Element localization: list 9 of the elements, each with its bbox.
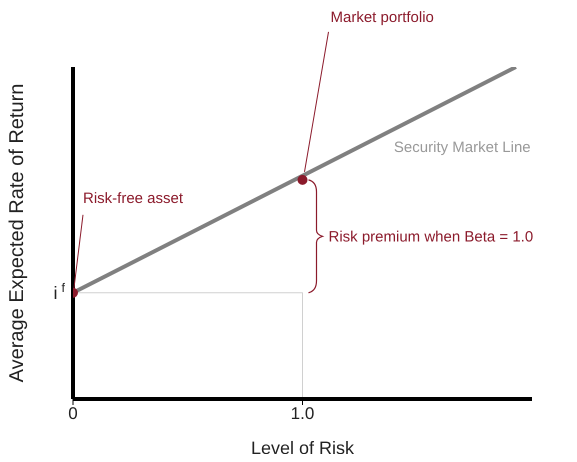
series-label: Security Market Line — [394, 139, 531, 156]
annotation: Risk-free asset — [83, 190, 184, 207]
y-axis-title: Average Expected Rate of Return — [6, 84, 28, 382]
annotation: Risk premium when Beta = 1.0 — [328, 228, 534, 246]
text: Market portfolio — [330, 8, 434, 26]
x-tick-label: 0 — [68, 404, 78, 424]
text: i$^{f}$ — [54, 280, 66, 303]
x-tick-label: 1.0 — [290, 404, 314, 424]
x-axis-title: Level of Risk — [250, 438, 356, 458]
